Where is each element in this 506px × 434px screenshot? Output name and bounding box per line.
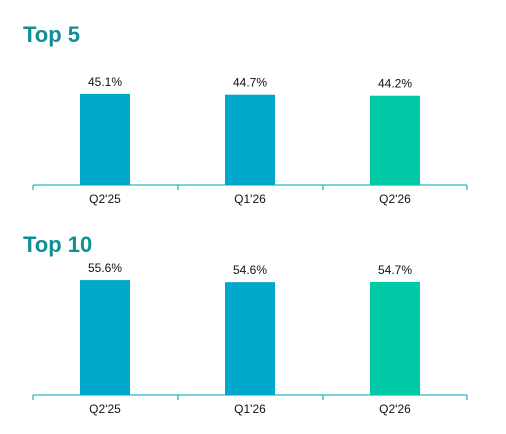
bar-2 bbox=[225, 282, 275, 395]
bar-3 bbox=[370, 95, 420, 185]
bar-chart-top5: 45.1% Q2'25 44.7% Q1'26 44.2% Q2'26 bbox=[32, 75, 468, 206]
x-tick-label-2: Q1'26 bbox=[234, 402, 266, 416]
x-tick-label-1: Q2'25 bbox=[89, 192, 121, 206]
data-label-2: 54.6% bbox=[233, 263, 267, 277]
x-tick-label-3: Q2'26 bbox=[379, 402, 411, 416]
bar-1 bbox=[80, 280, 130, 395]
bar-2 bbox=[225, 94, 275, 185]
data-label-3: 44.2% bbox=[378, 77, 412, 91]
bar-1 bbox=[80, 93, 130, 185]
x-tick-label-3: Q2'26 bbox=[379, 192, 411, 206]
data-label-1: 55.6% bbox=[88, 261, 122, 275]
bar-chart-top10: 55.6% Q2'25 54.6% Q1'26 54.7% Q2'26 bbox=[32, 261, 468, 416]
chart-title-top5: Top 5 bbox=[23, 22, 81, 47]
x-tick-label-1: Q2'25 bbox=[89, 402, 121, 416]
x-tick-label-2: Q1'26 bbox=[234, 192, 266, 206]
data-label-3: 54.7% bbox=[378, 263, 412, 277]
data-label-1: 45.1% bbox=[88, 75, 122, 89]
chart-title-top10: Top 10 bbox=[23, 232, 93, 257]
data-label-2: 44.7% bbox=[233, 76, 267, 90]
bar-3 bbox=[370, 281, 420, 395]
